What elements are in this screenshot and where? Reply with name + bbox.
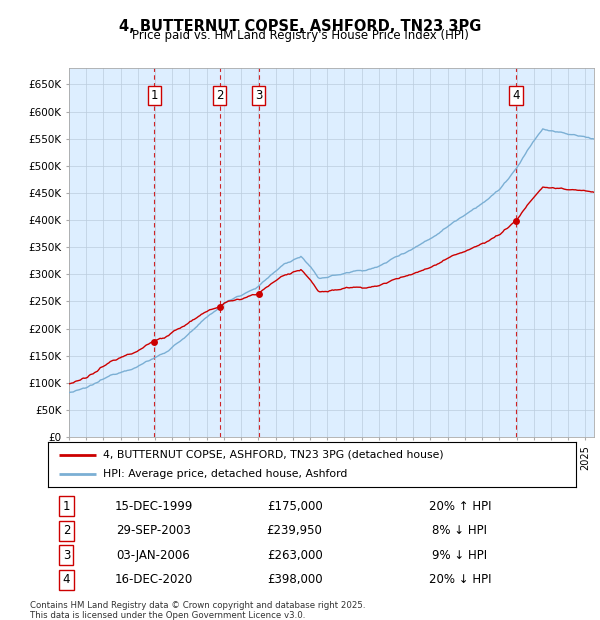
Text: 15-DEC-1999: 15-DEC-1999 — [115, 500, 193, 513]
Text: 03-JAN-2006: 03-JAN-2006 — [117, 549, 190, 562]
Text: £398,000: £398,000 — [267, 574, 323, 587]
Text: HPI: Average price, detached house, Ashford: HPI: Average price, detached house, Ashf… — [103, 469, 348, 479]
Text: 16-DEC-2020: 16-DEC-2020 — [115, 574, 193, 587]
Text: 2: 2 — [216, 89, 223, 102]
Text: 1: 1 — [63, 500, 70, 513]
Text: 4: 4 — [63, 574, 70, 587]
Text: 9% ↓ HPI: 9% ↓ HPI — [432, 549, 487, 562]
Text: 20% ↓ HPI: 20% ↓ HPI — [428, 574, 491, 587]
Text: 4: 4 — [512, 89, 520, 102]
Text: £263,000: £263,000 — [267, 549, 323, 562]
Text: 29-SEP-2003: 29-SEP-2003 — [116, 525, 191, 537]
Text: This data is licensed under the Open Government Licence v3.0.: This data is licensed under the Open Gov… — [30, 611, 305, 620]
Text: Price paid vs. HM Land Registry's House Price Index (HPI): Price paid vs. HM Land Registry's House … — [131, 29, 469, 42]
Text: 3: 3 — [255, 89, 262, 102]
Text: 8% ↓ HPI: 8% ↓ HPI — [433, 525, 487, 537]
Text: 20% ↑ HPI: 20% ↑ HPI — [428, 500, 491, 513]
Text: £175,000: £175,000 — [267, 500, 323, 513]
Text: 4, BUTTERNUT COPSE, ASHFORD, TN23 3PG (detached house): 4, BUTTERNUT COPSE, ASHFORD, TN23 3PG (d… — [103, 450, 444, 459]
Text: £239,950: £239,950 — [266, 525, 323, 537]
Text: Contains HM Land Registry data © Crown copyright and database right 2025.: Contains HM Land Registry data © Crown c… — [30, 601, 365, 611]
Text: 2: 2 — [63, 525, 70, 537]
Text: 3: 3 — [63, 549, 70, 562]
Text: 1: 1 — [151, 89, 158, 102]
Text: 4, BUTTERNUT COPSE, ASHFORD, TN23 3PG: 4, BUTTERNUT COPSE, ASHFORD, TN23 3PG — [119, 19, 481, 33]
